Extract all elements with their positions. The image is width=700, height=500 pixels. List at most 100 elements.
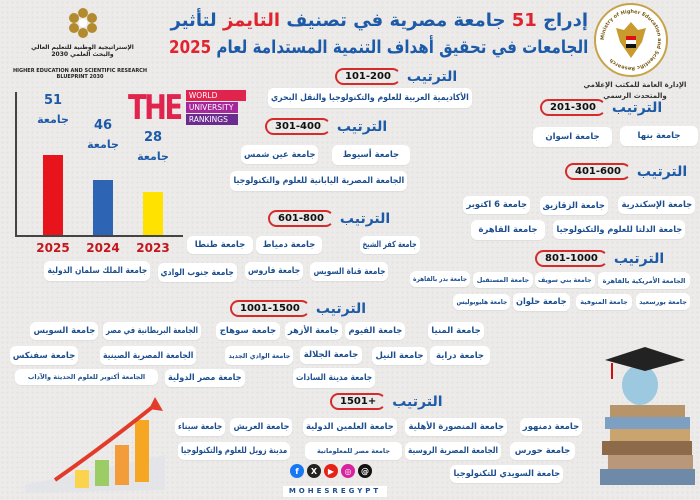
data-label: 28 xyxy=(143,130,163,145)
strategy-logo-icon xyxy=(69,8,97,38)
unit-label: جامعة xyxy=(137,150,169,163)
university-name: الجامعة أكتوبر للعلوم الحديثة والآداب xyxy=(27,373,146,381)
rank-header: الترتيب 601-800 xyxy=(268,210,390,227)
bar-2023 xyxy=(143,192,163,235)
rank-range-badge: 801-1000 xyxy=(535,250,608,267)
university-name: جامعة القاهرة xyxy=(478,225,538,235)
rank-header: الترتيب 201-300 xyxy=(540,99,662,116)
university-name: جامعة طنطا xyxy=(194,240,246,250)
university-name: مدينة زويل للعلوم والتكنولوجيا xyxy=(180,446,288,456)
university-pill: جامعة سوهاج xyxy=(216,322,280,340)
university-pill: جامعة سفنكس xyxy=(10,346,78,365)
university-pill: جامعة السويدي للتكنولوجيا xyxy=(450,465,563,483)
unit-label: جامعة xyxy=(87,138,119,151)
university-name: جامعة العلمين الدولية xyxy=(306,422,394,432)
strategy-ar-text: الإستراتيجية الوطنية للتعليم العالي والبح… xyxy=(31,44,134,58)
university-pill: الجامعة المصرية الروسية xyxy=(405,442,501,460)
university-pill: الجامعة البريطانية في مصر xyxy=(103,322,201,340)
university-pill: جامعة الإسكندرية xyxy=(618,196,695,214)
rank-range-badge: 201-300 xyxy=(540,99,606,116)
rank-label: الترتيب xyxy=(613,250,665,267)
x-icon[interactable]: X xyxy=(307,464,321,478)
rank-label: الترتيب xyxy=(315,300,367,317)
university-pill: جامعة دمنهور xyxy=(520,418,582,436)
ministry-seal-ring: Ministry of Higher Education and Scienti… xyxy=(600,9,662,71)
title-line-2: الجامعات في تحقيق أهداف التنمية المستدام… xyxy=(168,37,588,58)
university-name: جامعة هليوبوليس xyxy=(456,298,507,306)
university-pill: جامعة بورسعيد xyxy=(636,293,690,310)
university-name: جامعة دمنهور xyxy=(522,422,580,432)
university-pill: جامعة حلوان xyxy=(513,293,570,311)
university-name: الجامعة المصرية الصينية xyxy=(102,350,194,361)
rank-range-badge: 601-800 xyxy=(268,210,334,227)
university-pill: جامعة دمياط xyxy=(256,236,322,254)
rank-label: الترتيب xyxy=(611,99,663,116)
university-name: جامعة الإسكندرية xyxy=(621,200,692,210)
bar-2024 xyxy=(93,180,113,235)
university-pill: جامعة هليوبوليس xyxy=(453,294,510,310)
x-tick-label: 2023 xyxy=(136,241,170,255)
university-name: الجامعة الأمريكية بالقاهرة xyxy=(602,276,686,285)
university-name: جامعة المنصورة الأهلية xyxy=(408,422,504,432)
rank-header: الترتيب +1501 xyxy=(330,393,443,410)
university-name: جامعة العريش xyxy=(233,422,289,432)
title-line-1: إدراج 51 جامعة مصرية في تصنيف التايمز لت… xyxy=(170,10,588,31)
university-name: جامعة المنيا xyxy=(431,326,481,336)
university-pill: جامعة الأزهر xyxy=(285,322,342,340)
university-pill: جامعة اسوان xyxy=(533,127,612,147)
university-name: جامعة بورسعيد xyxy=(639,297,687,306)
university-name: جامعة قناة السويس xyxy=(313,266,385,277)
threads-icon[interactable]: @ xyxy=(358,464,372,478)
university-pill: جامعة 6 اكتوبر xyxy=(463,196,530,214)
university-pill: جامعة السويس xyxy=(30,322,98,340)
university-name: جامعة عين شمس xyxy=(243,149,316,160)
rank-range-badge: 101-200 xyxy=(335,68,401,85)
university-pill: جامعة الفيوم xyxy=(345,322,405,340)
university-pill: جامعة المنوفية xyxy=(576,294,632,310)
strategy-en-text: HIGHER EDUCATION AND SCIENTIFIC RESEARCH… xyxy=(12,68,148,80)
university-name: جامعة بنها xyxy=(637,131,681,141)
university-name: جامعة سوهاج xyxy=(219,326,277,336)
university-name: جامعة النيل xyxy=(375,351,424,361)
rank-range-badge: 301-400 xyxy=(265,118,331,135)
university-pill: جامعة كفر الشيخ xyxy=(360,236,420,254)
data-label: 51 xyxy=(43,93,63,108)
university-pill: جامعة بدر بالقاهرة xyxy=(410,271,470,287)
university-pill: جامعة المنصورة الأهلية xyxy=(405,418,507,436)
rank-label: الترتيب xyxy=(636,163,688,180)
eagle-emblem-icon xyxy=(616,22,646,58)
rank-range-badge: 401-600 xyxy=(565,163,631,180)
facebook-icon[interactable]: f xyxy=(290,464,304,478)
university-pill: جامعة دراية xyxy=(430,346,490,365)
university-name: جامعة الفيوم xyxy=(348,326,402,336)
social-handle[interactable]: MOHESREGYPT xyxy=(283,486,387,497)
university-name: الجامعة المصرية الروسية xyxy=(407,446,499,456)
rank-header: الترتيب 801-1000 xyxy=(535,250,664,267)
university-name: جامعة حلوان xyxy=(516,297,567,307)
university-pill: جامعة المستقبل xyxy=(473,272,533,288)
x-axis-line xyxy=(15,235,183,237)
university-name: جامعة اسوان xyxy=(545,132,600,142)
university-name: جامعة حورس xyxy=(514,446,571,456)
university-name: جامعة المنوفية xyxy=(580,298,628,306)
youtube-icon[interactable]: ▶ xyxy=(324,464,338,478)
instagram-icon[interactable]: ◎ xyxy=(341,464,355,478)
university-name: جامعة الوادي الجديد xyxy=(228,351,290,360)
growth-chart-illustration-icon xyxy=(25,397,165,493)
university-name: جامعة الملك سلمان الدولية xyxy=(47,266,147,276)
university-name: جامعة الدلتا للعلوم والتكنولوجيا xyxy=(556,224,682,235)
university-pill: جامعة المنيا xyxy=(428,322,484,340)
rank-range-badge: 1001-1500 xyxy=(230,300,310,317)
university-name: جامعة دراية xyxy=(436,350,485,361)
university-name: جامعة الأزهر xyxy=(288,326,339,336)
rank-range-badge: +1501 xyxy=(330,393,387,410)
university-name: جامعة مدينة السادات xyxy=(295,373,373,383)
university-name: جامعة بني سويف xyxy=(538,276,592,284)
university-pill: الجامعة أكتوبر للعلوم الحديثة والآداب xyxy=(15,369,158,385)
university-name: جامعة السويدي للتكنولوجيا xyxy=(453,469,560,479)
university-pill: جامعة قناة السويس xyxy=(310,262,388,281)
the-rankings-logo: THE WORLD UNIVERSITY RANKINGS xyxy=(128,90,246,126)
university-pill: جامعة العريش xyxy=(230,418,292,436)
university-pill: جامعة الوادي الجديد xyxy=(225,346,293,365)
